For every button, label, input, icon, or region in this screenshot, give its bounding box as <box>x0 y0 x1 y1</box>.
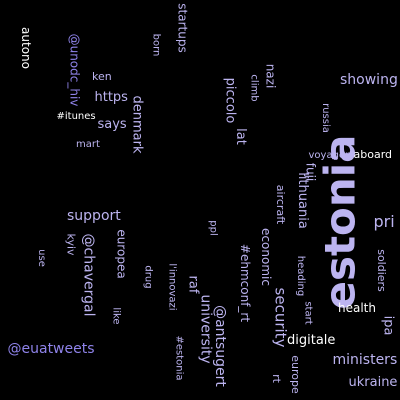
word-like: like <box>110 307 122 325</box>
word-pri: pri <box>373 212 395 231</box>
word-nazi: nazi <box>262 63 277 89</box>
word-unodc-hiv: @unodc_hiv <box>66 33 81 107</box>
word-russia: russia <box>319 103 331 133</box>
word-euatweets: @euatweets <box>7 341 95 357</box>
word-support: support <box>67 208 121 224</box>
word-health: health <box>338 301 376 315</box>
word-europea: europea <box>114 229 129 279</box>
word-digitale: digitale <box>287 332 336 348</box>
word-voyager: voyager <box>308 150 350 161</box>
word-heading: heading <box>295 255 307 297</box>
word-security: security <box>271 287 290 347</box>
word-ppl: ppl <box>207 220 219 236</box>
word-linnovazi: l'innovazi <box>166 263 178 311</box>
word-aircraft: aircraft <box>273 184 287 224</box>
word-europe: europe <box>288 354 302 394</box>
word-soldiers: soldiers <box>374 248 388 292</box>
word-showing: showing <box>340 72 398 88</box>
word-ukraine: ukraine <box>348 374 398 390</box>
word-rt: rt <box>269 373 283 383</box>
word-drug: drug <box>142 265 154 289</box>
word-says: says <box>97 116 127 132</box>
word-lat: lat <box>232 127 248 145</box>
word-economic: economic <box>258 228 273 286</box>
word-hashtag-estonia: #estonia <box>173 335 185 381</box>
word-ken: ken <box>92 69 112 83</box>
word-university: university <box>197 294 214 364</box>
word-use: use <box>35 249 47 267</box>
word-antsugert: @antsugert <box>211 305 228 387</box>
word-piccolo: piccolo <box>222 77 238 123</box>
word-itunes: #itunes <box>56 111 96 122</box>
word-start: start <box>302 301 314 325</box>
word-aboard: aboard <box>353 147 393 161</box>
word-ipa: ipa <box>380 315 396 335</box>
word-ehmconf-rt: #ehmconf_rt <box>238 243 253 323</box>
word-kyiv: kyiv <box>64 232 78 256</box>
word-autono: autono <box>18 27 33 69</box>
word-ministers: ministers <box>332 352 398 368</box>
word-fuji: fuji <box>302 162 317 182</box>
word-raf: raf <box>185 275 201 293</box>
word-https: https <box>94 89 128 105</box>
word-startups: startups <box>175 3 190 53</box>
word-denmark: denmark <box>129 95 145 153</box>
word-climb: climb <box>248 74 260 102</box>
word-chavergal: @chavergal <box>79 233 96 317</box>
word-mart: mart <box>76 139 100 150</box>
word-born: born <box>149 33 161 57</box>
